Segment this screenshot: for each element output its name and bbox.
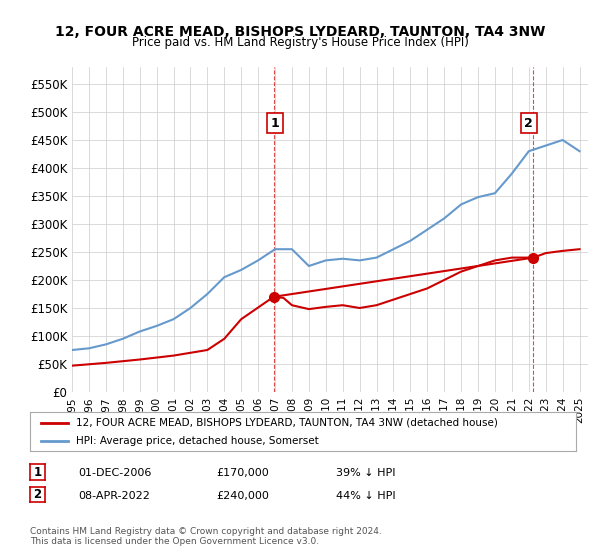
- Text: 2: 2: [524, 116, 533, 130]
- Text: 08-APR-2022: 08-APR-2022: [78, 491, 150, 501]
- Text: 44% ↓ HPI: 44% ↓ HPI: [336, 491, 395, 501]
- Text: £240,000: £240,000: [216, 491, 269, 501]
- Text: £170,000: £170,000: [216, 468, 269, 478]
- Text: 39% ↓ HPI: 39% ↓ HPI: [336, 468, 395, 478]
- Text: 01-DEC-2006: 01-DEC-2006: [78, 468, 151, 478]
- Text: 12, FOUR ACRE MEAD, BISHOPS LYDEARD, TAUNTON, TA4 3NW (detached house): 12, FOUR ACRE MEAD, BISHOPS LYDEARD, TAU…: [76, 418, 498, 428]
- Text: 1: 1: [271, 116, 280, 130]
- Text: Price paid vs. HM Land Registry's House Price Index (HPI): Price paid vs. HM Land Registry's House …: [131, 36, 469, 49]
- Text: 12, FOUR ACRE MEAD, BISHOPS LYDEARD, TAUNTON, TA4 3NW: 12, FOUR ACRE MEAD, BISHOPS LYDEARD, TAU…: [55, 25, 545, 39]
- Text: 2: 2: [34, 488, 41, 501]
- Text: 1: 1: [34, 465, 41, 479]
- Text: HPI: Average price, detached house, Somerset: HPI: Average price, detached house, Some…: [76, 436, 319, 446]
- Text: Contains HM Land Registry data © Crown copyright and database right 2024.
This d: Contains HM Land Registry data © Crown c…: [30, 526, 382, 546]
